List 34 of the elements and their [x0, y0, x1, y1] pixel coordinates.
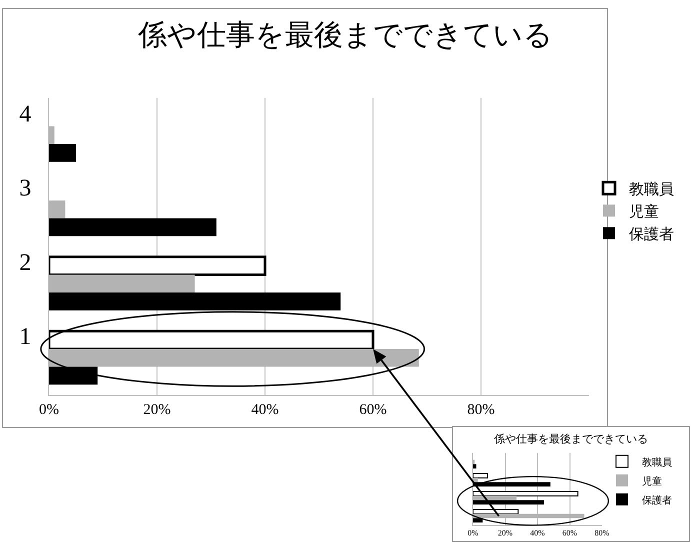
bar — [473, 482, 550, 486]
bar — [49, 366, 98, 385]
bar — [49, 218, 216, 236]
y-tick-label: 3 — [19, 176, 32, 202]
legend-label: 児童 — [642, 475, 662, 488]
bar — [49, 330, 374, 350]
x-tick-label: 0% — [468, 528, 479, 538]
bar — [473, 464, 476, 468]
bar — [473, 500, 544, 504]
bar — [49, 144, 76, 162]
x-tick-label: 60% — [562, 528, 578, 538]
bar — [49, 256, 266, 276]
legend-label: 保護者 — [629, 226, 674, 243]
legend-label: 保護者 — [642, 494, 672, 506]
x-tick-label: 40% — [530, 528, 546, 538]
chart-title: 係や仕事を最後までできている — [494, 432, 648, 446]
x-tick-label: 60% — [359, 402, 387, 418]
x-tick-label: 80% — [467, 402, 495, 418]
y-tick-label: 1 — [19, 324, 32, 350]
legend-label: 児童 — [629, 203, 659, 220]
legend-label: 教職員 — [642, 456, 672, 468]
bar — [473, 491, 578, 496]
x-tick-label: 40% — [251, 402, 279, 418]
bar — [473, 473, 488, 478]
y-tick-label: 4 — [19, 101, 32, 128]
y-tick-label: 2 — [19, 250, 32, 276]
bar — [49, 292, 341, 310]
x-tick-label: 80% — [594, 528, 610, 538]
x-tick-label: 0% — [39, 402, 59, 418]
bar — [473, 518, 483, 522]
legend-label: 教職員 — [629, 180, 674, 198]
x-tick-label: 20% — [143, 402, 171, 418]
chart-title: 係や仕事を最後までできている — [137, 20, 553, 52]
x-tick-label: 20% — [498, 528, 513, 538]
